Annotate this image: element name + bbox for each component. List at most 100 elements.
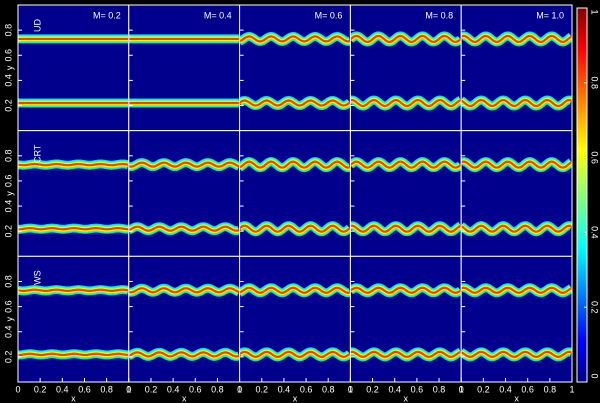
shear-layer [350, 160, 462, 169]
x-axis-label: x [182, 393, 187, 403]
panel-bg [18, 5, 129, 131]
panel [461, 130, 573, 257]
colorbar [576, 7, 588, 383]
x-tick-label: 0.6 [78, 384, 91, 394]
panel-bg [350, 5, 462, 131]
shear-layer [461, 98, 572, 108]
x-tick-label: 1 [126, 384, 131, 394]
shear-layer [239, 160, 350, 169]
panel [128, 256, 240, 382]
x-axis-label: x [404, 393, 409, 403]
shear-layer [461, 286, 572, 294]
colorbar-tick-label: 0.4 [590, 226, 600, 239]
panel-bg [461, 130, 572, 257]
panel-bg [461, 5, 572, 131]
panel-bg [350, 256, 462, 382]
panel-bg [239, 130, 351, 257]
shear-layer [350, 98, 461, 108]
x-tick-label: 0 [15, 384, 20, 394]
y-tick-label: 0.8 [3, 275, 13, 288]
panel [350, 5, 462, 131]
y-tick-label: 0.6 [3, 49, 13, 62]
y-tick-label: 0.4 [3, 74, 13, 87]
column-label: M= 0.8 [425, 10, 453, 20]
panel [350, 130, 462, 257]
x-tick-label: 0 [126, 384, 131, 394]
panel-bg [18, 256, 129, 382]
shear-layer [350, 34, 462, 44]
x-tick-label: 0.4 [56, 384, 69, 394]
x-tick-label: 0.6 [189, 384, 202, 394]
row-label: CRT [32, 144, 42, 163]
panel-frame [460, 255, 573, 383]
panel-bg [239, 256, 351, 382]
x-tick-label: 0.2 [256, 384, 269, 394]
y-axis-label: y [4, 65, 14, 70]
column-label: M= 1.0 [536, 10, 564, 20]
shear-layer [18, 162, 129, 167]
shear-layer [239, 224, 351, 233]
x-tick-label: 0 [348, 384, 353, 394]
panel-bg [128, 256, 240, 382]
y-tick-label: 0.8 [3, 24, 13, 37]
panel [239, 5, 351, 131]
y-tick-label: 0.2 [3, 351, 13, 364]
x-tick-label: 1 [348, 384, 353, 394]
panel [239, 256, 351, 382]
colorbar-tick-label: 0.8 [590, 77, 600, 90]
panel [18, 256, 129, 382]
colorbar-tick-label: 0 [590, 373, 600, 378]
shear-layer [128, 351, 240, 358]
shear-layer [461, 34, 572, 43]
shear-layer [18, 352, 129, 357]
shear-layer [128, 225, 240, 232]
panel-bg [128, 130, 240, 257]
panel-bg [461, 256, 572, 382]
panel [18, 5, 129, 131]
row-label: UD [32, 19, 42, 32]
shear-layer [239, 350, 351, 358]
shear-layer [18, 288, 129, 292]
panel [128, 130, 240, 257]
panel [461, 5, 573, 131]
shear-layer [128, 287, 240, 294]
x-tick-label: 1 [459, 384, 464, 394]
y-axis-label: y [4, 316, 14, 321]
shear-layer [461, 224, 572, 233]
panel [18, 130, 129, 257]
y-tick-label: 0.8 [3, 150, 13, 163]
shear-layer [350, 224, 461, 233]
y-tick-label: 0.2 [3, 225, 13, 238]
colorbar-tick-label: 0.2 [590, 301, 600, 314]
panel [239, 130, 351, 257]
shear-layer [461, 350, 572, 358]
panel-bg [350, 130, 462, 257]
x-tick-label: 0.6 [521, 384, 534, 394]
panel-bg [239, 5, 351, 131]
column-label: M= 0.6 [315, 10, 343, 20]
column-label: M= 0.4 [204, 10, 232, 20]
shear-layer [128, 161, 240, 168]
y-tick-label: 0.4 [3, 325, 13, 338]
shear-layer [350, 350, 461, 358]
shear-layer [239, 286, 350, 294]
x-tick-label: 0.2 [366, 384, 379, 394]
x-tick-label: 0.4 [167, 384, 180, 394]
x-tick-label: 0.4 [278, 384, 291, 394]
x-tick-label: 0 [237, 384, 242, 394]
x-tick-label: 0.2 [477, 384, 490, 394]
y-tick-label: 0.6 [3, 175, 13, 188]
x-tick-label: 1 [237, 384, 242, 394]
x-tick-label: 0.2 [145, 384, 158, 394]
x-tick-label: 0.8 [433, 384, 446, 394]
x-tick-label: 1 [569, 384, 574, 394]
x-tick-label: 0.2 [34, 384, 47, 394]
row-label: WS [32, 270, 42, 285]
x-axis-label: x [514, 393, 519, 403]
x-tick-label: 0.8 [322, 384, 335, 394]
x-tick-label: 0.8 [544, 384, 557, 394]
panel [461, 256, 573, 382]
y-tick-label: 0.2 [3, 99, 13, 112]
y-tick-label: 0.4 [3, 200, 13, 213]
